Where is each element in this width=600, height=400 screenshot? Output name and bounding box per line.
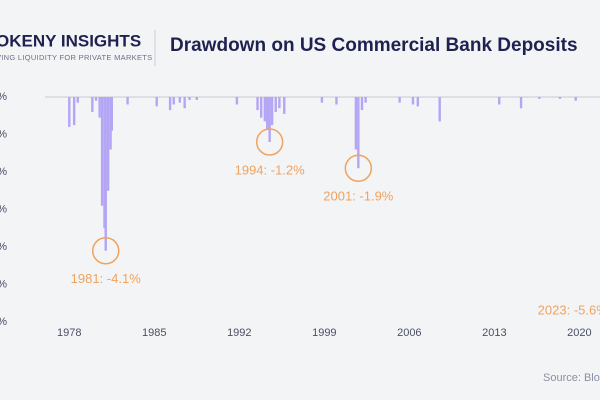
bar: [155, 97, 158, 107]
annotation-label: 1994: -1.2%: [235, 162, 306, 177]
bar: [364, 97, 367, 103]
y-tick-label: -4%: [0, 241, 7, 253]
bar: [320, 97, 324, 103]
bar: [278, 97, 281, 109]
annotation-label: 2001: -1.9%: [323, 189, 394, 204]
x-tick-label: 2013: [482, 327, 506, 339]
bar: [283, 97, 286, 114]
bar: [106, 97, 110, 191]
y-tick-label: -2%: [0, 166, 7, 178]
bar: [538, 97, 541, 99]
x-tick-label: 1985: [142, 327, 166, 339]
annotation-label: 1981: -4.1%: [71, 271, 142, 286]
bar: [519, 97, 523, 109]
chart-title: Drawdown on US Commercial Bank Deposits: [170, 35, 578, 56]
y-tick-label: 0%: [0, 91, 7, 103]
bar: [94, 97, 98, 101]
bar: [72, 97, 76, 126]
annotation-circle: [255, 128, 284, 156]
bar: [91, 97, 94, 112]
bar: [263, 97, 267, 122]
y-tick-label: -1%: [0, 128, 7, 140]
annotation-circle: [344, 154, 373, 182]
bar: [172, 97, 175, 105]
bar: [357, 97, 360, 169]
bar: [168, 97, 172, 111]
x-tick-label: 1992: [227, 327, 251, 339]
bar: [259, 97, 263, 118]
bar: [109, 97, 112, 150]
bar: [411, 97, 415, 105]
bar: [398, 97, 401, 103]
bar: [574, 97, 577, 101]
bar: [104, 97, 107, 251]
bar: [183, 97, 186, 109]
bar: [438, 97, 441, 122]
bar: [188, 97, 191, 100]
bar: [274, 97, 277, 112]
bar: [266, 97, 269, 129]
x-tick-label: 2006: [397, 327, 421, 339]
bar: [76, 97, 79, 103]
bar: [126, 97, 129, 105]
y-tick-label: -6%: [0, 316, 7, 328]
bar: [98, 97, 101, 118]
bar: [68, 97, 71, 127]
annotation-label: 2023: -5.6%: [538, 302, 600, 317]
x-tick-label: 2020: [567, 327, 591, 339]
bar: [268, 97, 271, 142]
bar: [558, 97, 562, 99]
bar: [195, 97, 199, 100]
bar: [103, 97, 106, 229]
bar: [360, 97, 364, 111]
bar: [256, 97, 259, 111]
annotation-circle: [91, 237, 120, 265]
x-tick-label: 1999: [312, 327, 336, 339]
bar: [178, 97, 182, 103]
y-tick-label: -3%: [0, 203, 7, 215]
source: Source: Blo: [543, 372, 600, 384]
bar: [270, 97, 274, 126]
brand-tagline: VING LIQUIDITY FOR PRIVATE MARKETS: [0, 53, 152, 62]
bar: [354, 97, 358, 150]
bar: [235, 97, 239, 105]
bar: [416, 97, 420, 107]
bar: [110, 97, 113, 131]
bar: [100, 97, 104, 206]
y-tick-label: -5%: [0, 278, 7, 290]
brand-name: OKENY INSIGHTS: [0, 31, 141, 50]
bar: [335, 97, 338, 105]
bar: [498, 97, 501, 105]
x-tick-label: 1978: [57, 327, 81, 339]
